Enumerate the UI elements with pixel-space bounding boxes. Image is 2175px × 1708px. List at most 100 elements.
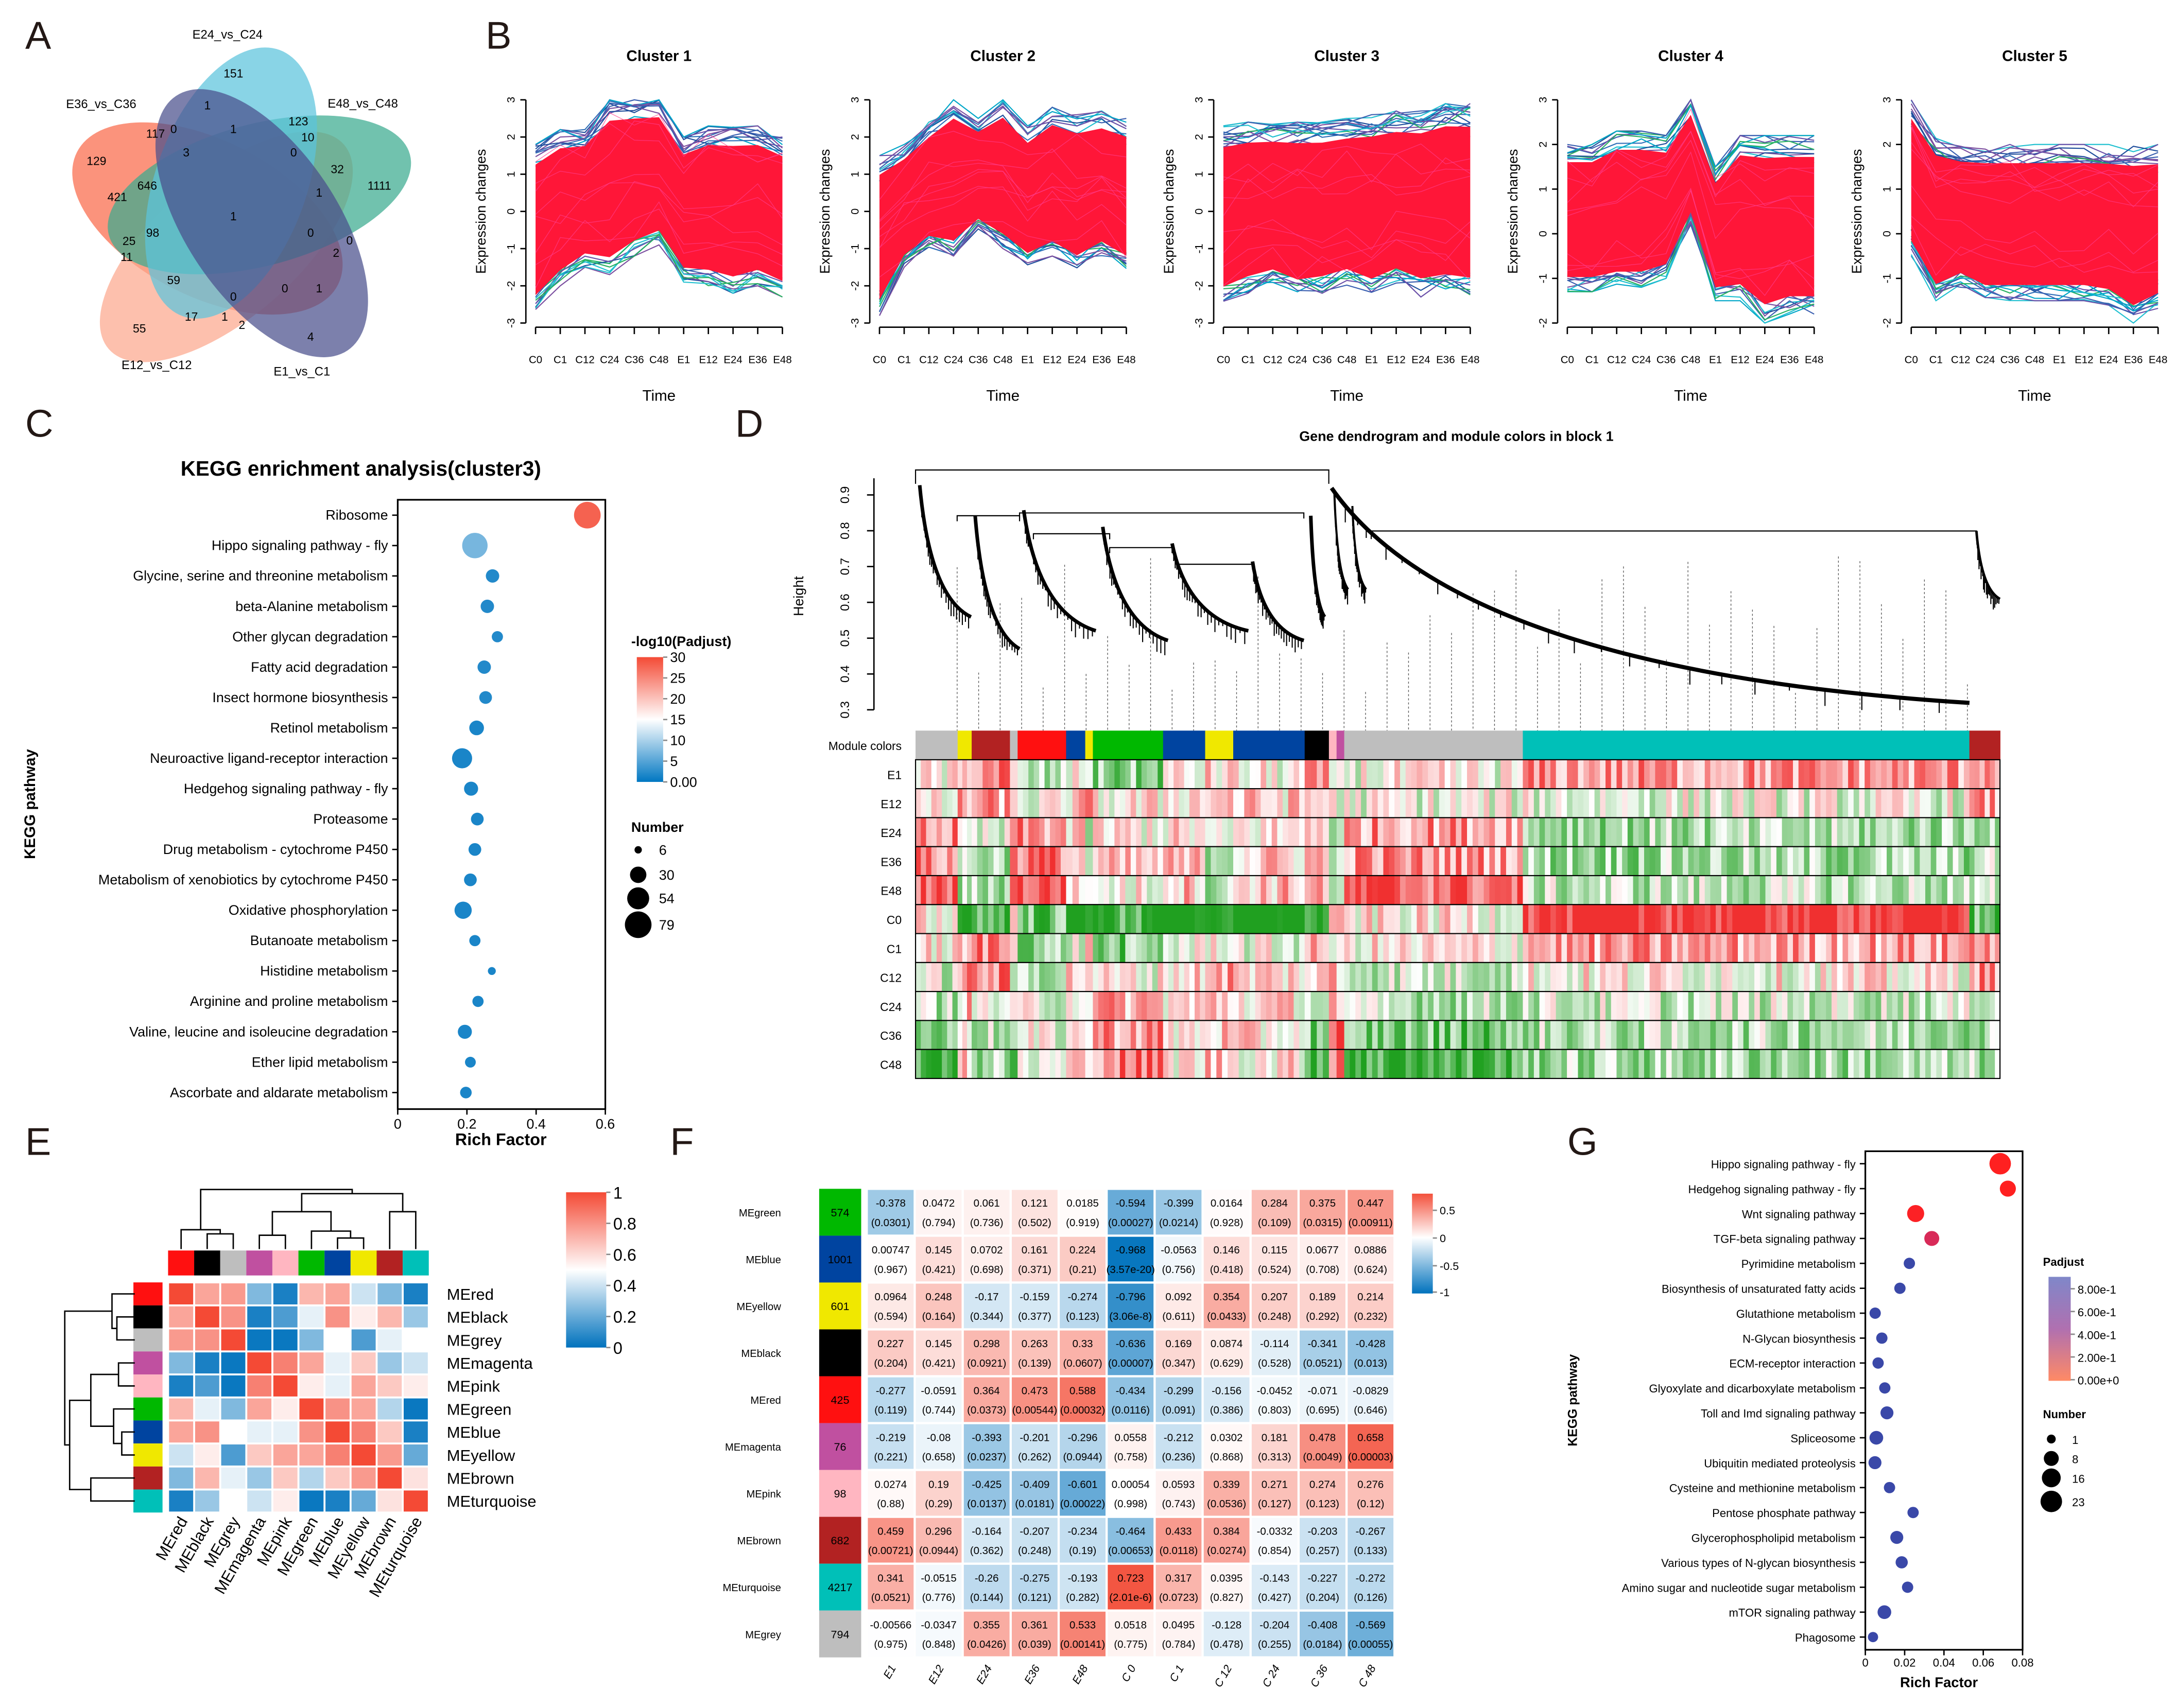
trait-heat-stripe bbox=[1556, 1049, 1562, 1079]
trait-heat-stripe bbox=[1594, 846, 1601, 876]
venn-region-count: 0 bbox=[282, 282, 288, 295]
trait-heat-stripe bbox=[1936, 904, 1942, 934]
trait-heat-stripe bbox=[1953, 846, 1959, 876]
trait-heat-stripe bbox=[1671, 933, 1678, 963]
x-tick-label: C48 bbox=[993, 354, 1013, 366]
trait-heat-stripe bbox=[1467, 876, 1473, 905]
trait-heat-stripe bbox=[1428, 846, 1434, 876]
trait-heat-stripe bbox=[1233, 1020, 1239, 1050]
trait-heat-stripe bbox=[1958, 1049, 1964, 1079]
trait-heat-stripe bbox=[936, 876, 942, 905]
x-tick-label: C36 bbox=[2000, 354, 2020, 366]
trait-heat-stripe bbox=[1875, 759, 1882, 789]
trait-heat-stripe bbox=[1688, 876, 1695, 905]
trait-heat-stripe bbox=[1853, 759, 1860, 789]
trait-heat-stripe bbox=[1444, 876, 1451, 905]
x-tick-label: C1 bbox=[554, 354, 567, 366]
trait-heat-stripe bbox=[1444, 962, 1451, 992]
dendrogram-branch bbox=[1109, 547, 1173, 553]
trait-heat-stripe bbox=[1119, 933, 1126, 963]
trait-heat-stripe bbox=[1010, 759, 1019, 789]
heatmap-cell bbox=[351, 1444, 376, 1466]
trait-heat-stripe bbox=[1793, 933, 1799, 963]
trait-heat-stripe bbox=[1125, 876, 1131, 905]
trait-heat-stripe bbox=[1947, 759, 1954, 789]
trait-heat-stripe bbox=[1622, 759, 1628, 789]
trait-heat-stripe bbox=[931, 846, 937, 876]
trait-heat-stripe bbox=[1583, 876, 1590, 905]
trait-heat-stripe bbox=[1666, 876, 1672, 905]
trait-heat-stripe bbox=[1594, 933, 1601, 963]
pathway-label: Biosynthesis of unsaturated fatty acids bbox=[1662, 1283, 1856, 1296]
trait-heat-stripe bbox=[921, 1049, 927, 1079]
module-color-swatch bbox=[819, 1610, 861, 1658]
trait-heat-stripe bbox=[1456, 817, 1462, 847]
trait-heat-stripe bbox=[1649, 904, 1656, 934]
p-value: (0.19) bbox=[1069, 1545, 1096, 1557]
trait-heat-stripe bbox=[1511, 991, 1518, 1021]
trait-heat-stripe bbox=[1963, 846, 1970, 876]
trait-heat-stripe bbox=[1222, 817, 1228, 847]
trait-heat-stripe bbox=[1633, 1020, 1639, 1050]
row-label: MEgreen bbox=[447, 1400, 512, 1418]
trait-heat-stripe bbox=[1304, 991, 1311, 1021]
venn-region-count: 0 bbox=[347, 234, 353, 247]
x-tick-label: E36 bbox=[1092, 354, 1111, 366]
correlation-value: -0.341 bbox=[1307, 1338, 1337, 1350]
trait-label: C24 bbox=[880, 1000, 902, 1014]
trait-heat-stripe bbox=[1671, 991, 1678, 1021]
trait-heat-stripe bbox=[1958, 817, 1964, 847]
trait-heat-stripe bbox=[1947, 933, 1954, 963]
trait-heat-stripe bbox=[1578, 1020, 1584, 1050]
trait-heat-stripe bbox=[1250, 1049, 1256, 1079]
trait-heat-stripe bbox=[962, 962, 968, 992]
trait-heat-stripe bbox=[1815, 962, 1821, 992]
trait-heat-stripe bbox=[1444, 904, 1451, 934]
trait-heat-stripe bbox=[1633, 759, 1639, 789]
trait-heat-stripe bbox=[1963, 789, 1970, 818]
trait-heat-stripe bbox=[1759, 1020, 1766, 1050]
trait-heat-stripe bbox=[1288, 846, 1294, 876]
trait-heat-stripe bbox=[1583, 846, 1590, 876]
trait-heat-stripe bbox=[1677, 846, 1683, 876]
colorbar-label: -1 bbox=[1440, 1286, 1449, 1299]
trait-heat-stripe bbox=[1228, 962, 1234, 992]
trait-heat-stripe bbox=[1147, 846, 1153, 876]
trait-heat-stripe bbox=[1130, 1020, 1137, 1050]
trait-heat-stripe bbox=[1704, 1049, 1711, 1079]
y-tick-label: -2 bbox=[849, 281, 861, 291]
trait-heat-stripe bbox=[1093, 789, 1099, 818]
trait-heat-stripe bbox=[1578, 817, 1584, 847]
dendrogram-branch bbox=[1032, 533, 1111, 539]
trait-heat-stripe bbox=[1461, 933, 1468, 963]
trait-heat-stripe bbox=[1350, 962, 1356, 992]
trait-heat-stripe bbox=[1627, 1020, 1634, 1050]
trait-heat-stripe bbox=[1336, 1049, 1345, 1079]
trait-heat-stripe bbox=[1875, 1049, 1882, 1079]
trait-heat-stripe bbox=[936, 759, 942, 789]
trait-heat-stripe bbox=[1244, 789, 1250, 818]
trait-heat-stripe bbox=[1141, 789, 1148, 818]
correlation-cell bbox=[963, 1236, 1010, 1282]
trait-heat-stripe bbox=[947, 1020, 953, 1050]
trait-heat-stripe bbox=[1179, 991, 1185, 1021]
trait-heat-stripe bbox=[1195, 846, 1201, 876]
trait-heat-stripe bbox=[1925, 962, 1931, 992]
dendrogram-branch bbox=[1022, 510, 1097, 633]
x-tick-label: C12 bbox=[1607, 354, 1627, 366]
trait-heat-stripe bbox=[1098, 991, 1104, 1021]
trait-heat-stripe bbox=[1017, 876, 1024, 905]
trait-heat-stripe bbox=[1627, 933, 1634, 963]
trait-heat-stripe bbox=[1688, 991, 1695, 1021]
heatmap-cell bbox=[273, 1398, 298, 1420]
trait-heat-stripe bbox=[1168, 1049, 1174, 1079]
trait-heat-stripe bbox=[1299, 876, 1305, 905]
heatmap-cell bbox=[299, 1444, 324, 1466]
correlation-value: 0.478 bbox=[1309, 1432, 1336, 1443]
heatmap-cell bbox=[195, 1490, 219, 1512]
trait-heat-stripe bbox=[1119, 817, 1126, 847]
trait-heat-stripe bbox=[1377, 759, 1384, 789]
trait-heat-stripe bbox=[1627, 991, 1634, 1021]
trait-heat-stripe bbox=[1694, 904, 1700, 934]
trait-heat-stripe bbox=[1749, 759, 1755, 789]
